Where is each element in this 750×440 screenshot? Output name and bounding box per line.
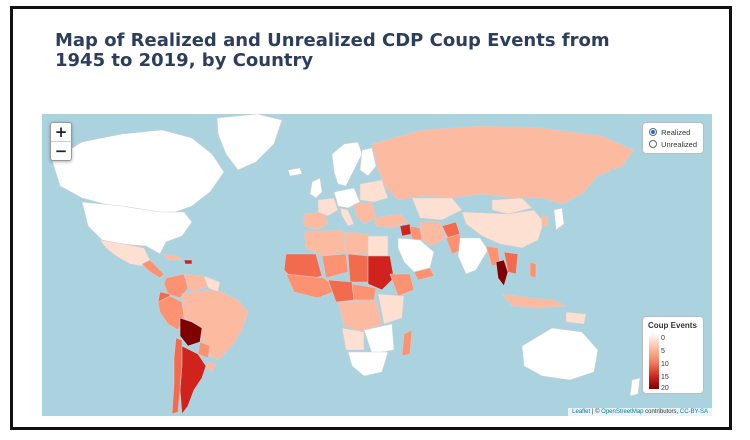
world-map[interactable] bbox=[42, 114, 712, 416]
country-ethiopia[interactable] bbox=[389, 273, 415, 297]
country-russia[interactable] bbox=[371, 125, 635, 205]
country-haiti[interactable] bbox=[183, 259, 193, 265]
zoom-in-button[interactable]: + bbox=[54, 123, 68, 141]
country-iceland[interactable] bbox=[287, 167, 303, 177]
radio-icon[interactable] bbox=[649, 140, 658, 148]
legend-tick: 15 bbox=[661, 374, 669, 381]
map-attribution: Leaflet | © OpenStreetMap contributors, … bbox=[568, 408, 712, 416]
attribution-contributors: contributors, bbox=[643, 409, 680, 415]
country-angola[interactable] bbox=[341, 327, 365, 351]
legend-title: Coup Events bbox=[648, 321, 697, 330]
map-container[interactable]: + − Realized Unrealized Coup Events 0 5 … bbox=[42, 114, 712, 416]
country-turkey[interactable] bbox=[373, 213, 409, 229]
country-madagascar[interactable] bbox=[401, 329, 413, 357]
country-greenland[interactable] bbox=[216, 114, 283, 171]
country-kazakhstan[interactable] bbox=[411, 197, 463, 221]
country-canada[interactable] bbox=[51, 129, 225, 215]
country-balkans[interactable] bbox=[353, 201, 377, 225]
legend-tick: 0 bbox=[661, 335, 665, 342]
zoom-out-button[interactable]: − bbox=[51, 141, 71, 160]
country-papua-new-guinea[interactable] bbox=[565, 311, 587, 325]
osm-link[interactable]: OpenStreetMap bbox=[601, 409, 644, 415]
legend-tick: 5 bbox=[661, 348, 665, 355]
attribution-separator: | © bbox=[590, 409, 602, 415]
country-guianas[interactable] bbox=[203, 275, 221, 293]
country-uruguay[interactable] bbox=[205, 361, 217, 373]
layer-label-unrealized: Unrealized bbox=[661, 139, 697, 149]
country-finland[interactable] bbox=[359, 147, 377, 177]
page-title: Map of Realized and Unrealized CDP Coup … bbox=[55, 30, 610, 71]
country-india[interactable] bbox=[457, 237, 489, 275]
country-iran[interactable] bbox=[419, 221, 447, 247]
country-laos-vietnam[interactable] bbox=[503, 251, 519, 275]
country-paraguay[interactable] bbox=[197, 341, 211, 359]
country-car[interactable] bbox=[351, 283, 377, 301]
legend-tick: 10 bbox=[661, 361, 669, 368]
country-mongolia[interactable] bbox=[491, 197, 533, 215]
radio-icon-selected[interactable] bbox=[649, 128, 658, 136]
country-mexico[interactable] bbox=[99, 239, 151, 267]
country-china[interactable] bbox=[461, 209, 545, 249]
country-libya[interactable] bbox=[343, 231, 369, 255]
legend-color-ramp bbox=[649, 333, 659, 389]
country-argentina[interactable] bbox=[179, 345, 207, 415]
layer-control: Realized Unrealized bbox=[642, 122, 704, 154]
country-east-africa[interactable] bbox=[377, 293, 405, 325]
country-japan[interactable] bbox=[553, 207, 565, 231]
country-central-america[interactable] bbox=[141, 259, 165, 279]
country-iraq[interactable] bbox=[409, 225, 423, 241]
country-eastern-europe[interactable] bbox=[359, 179, 389, 203]
country-france[interactable] bbox=[317, 197, 339, 217]
legend-tick: 20 bbox=[661, 385, 669, 392]
country-italy[interactable] bbox=[339, 207, 355, 227]
country-niger[interactable] bbox=[321, 253, 349, 279]
country-morocco-algeria[interactable] bbox=[303, 229, 347, 257]
country-sudan[interactable] bbox=[367, 255, 395, 291]
country-australia[interactable] bbox=[521, 327, 599, 381]
layer-option-realized[interactable]: Realized bbox=[649, 126, 697, 138]
country-congo-drc[interactable] bbox=[337, 299, 383, 333]
country-uk[interactable] bbox=[309, 177, 323, 199]
country-venezuela[interactable] bbox=[183, 273, 209, 293]
country-west-africa[interactable] bbox=[285, 273, 339, 299]
country-chile[interactable] bbox=[171, 337, 183, 415]
layer-option-unrealized[interactable]: Unrealized bbox=[649, 138, 697, 150]
country-new-zealand[interactable] bbox=[629, 377, 641, 397]
country-cuba[interactable] bbox=[161, 253, 183, 261]
country-zambia-mozambique[interactable] bbox=[363, 323, 395, 355]
map-legend: Coup Events 0 5 10 15 20 bbox=[642, 316, 704, 394]
country-indonesia[interactable] bbox=[501, 293, 568, 309]
country-nigeria-cameroon[interactable] bbox=[327, 279, 355, 303]
country-southern-africa[interactable] bbox=[347, 351, 389, 377]
country-yemen[interactable] bbox=[413, 267, 435, 281]
country-korea[interactable] bbox=[541, 215, 549, 227]
layer-label-realized: Realized bbox=[661, 127, 691, 137]
country-thailand[interactable] bbox=[495, 259, 509, 287]
country-egypt[interactable] bbox=[367, 235, 389, 257]
country-chad[interactable] bbox=[347, 253, 369, 283]
zoom-control: + − bbox=[50, 122, 72, 161]
country-norway-sweden[interactable] bbox=[331, 141, 363, 187]
license-link[interactable]: CC-BY-SA bbox=[679, 409, 708, 415]
country-usa[interactable] bbox=[81, 201, 193, 255]
leaflet-link[interactable]: Leaflet bbox=[572, 409, 591, 415]
country-philippines[interactable] bbox=[529, 261, 537, 279]
